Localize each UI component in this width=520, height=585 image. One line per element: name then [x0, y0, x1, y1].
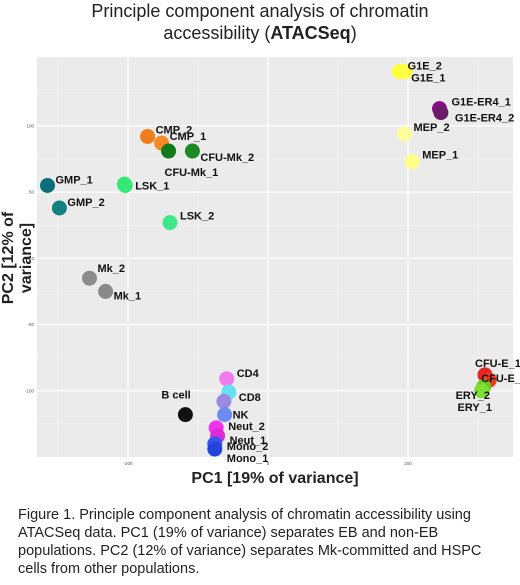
- point-label: ERY_2: [456, 390, 490, 402]
- point-label: GMP_2: [67, 197, 104, 209]
- point-label: CFU-E_1: [475, 358, 520, 370]
- y-tick-label: 50: [29, 190, 35, 195]
- data-point: [51, 200, 67, 216]
- point-label: G1E-ER4_2: [455, 113, 514, 125]
- data-point: [98, 283, 114, 299]
- x-tick-label: 200: [404, 461, 412, 466]
- point-label: G1E_1: [411, 73, 445, 85]
- point-label: GMP_1: [56, 174, 93, 186]
- point-label: CD8: [239, 392, 261, 404]
- data-point: [217, 407, 233, 423]
- data-point: [219, 371, 235, 387]
- y-tick-label: 100: [26, 123, 34, 128]
- point-label: Mk_1: [114, 290, 142, 302]
- point-label: ERY_1: [458, 402, 492, 414]
- data-point: [433, 105, 449, 121]
- y-tick-label: 0: [31, 256, 34, 261]
- data-point: [177, 407, 193, 423]
- data-point: [404, 154, 420, 170]
- data-point: [162, 215, 178, 231]
- chart-title-bold: ATACSeq: [270, 23, 351, 43]
- point-label: MEP_1: [422, 150, 458, 162]
- point-label: CD4: [237, 368, 260, 380]
- point-label: NK: [233, 410, 249, 422]
- point-label: Mk_2: [98, 263, 126, 275]
- data-point: [161, 143, 177, 159]
- point-label: G1E-ER4_1: [452, 97, 511, 109]
- point-label: CMP_2: [156, 124, 193, 136]
- x-tick-label: -200: [123, 461, 133, 466]
- point-label: CFU-Mk_1: [165, 167, 219, 179]
- point-label: G1E_2: [408, 61, 442, 73]
- data-point: [474, 383, 489, 399]
- point-label: CFU-E_2: [481, 373, 520, 385]
- data-point: [117, 177, 133, 193]
- chart-title-line2-prefix: accessibility (: [163, 23, 271, 43]
- x-axis-label: PC1 [19% of variance]: [191, 470, 359, 487]
- chart-title-line1: Principle component analysis of chromati…: [91, 1, 429, 21]
- data-point: [40, 177, 55, 193]
- chart-title-line2-suffix: ): [350, 23, 357, 43]
- data-point: [397, 64, 413, 80]
- y-tick-label: -50: [27, 322, 34, 327]
- x-tick-label: 0: [267, 461, 270, 466]
- figure-caption: Figure 1. Principle component analysis o…: [18, 507, 482, 577]
- y-axis-label: PC2 [12% of variance]: [0, 211, 35, 305]
- data-point: [216, 393, 232, 409]
- data-point: [82, 270, 97, 286]
- y-tick-label: -100: [25, 388, 35, 393]
- data-point: [207, 441, 223, 457]
- point-label: LSK_2: [180, 211, 214, 223]
- point-label: B cell: [161, 390, 190, 402]
- chart-title: Principle component analysis of chromati…: [0, 0, 520, 44]
- point-label: Mono_2: [227, 441, 269, 453]
- point-label: CFU-Mk_2: [200, 152, 254, 164]
- data-point: [140, 128, 156, 144]
- data-point: [184, 143, 200, 159]
- point-label: Mono_1: [227, 453, 269, 465]
- point-label: MEP_2: [414, 122, 450, 134]
- data-point: [397, 126, 412, 142]
- point-label: Neut_2: [228, 421, 265, 433]
- point-label: LSK_1: [135, 180, 169, 192]
- point-label: CMP_1: [170, 131, 207, 143]
- point-label: Neut_1: [230, 435, 267, 447]
